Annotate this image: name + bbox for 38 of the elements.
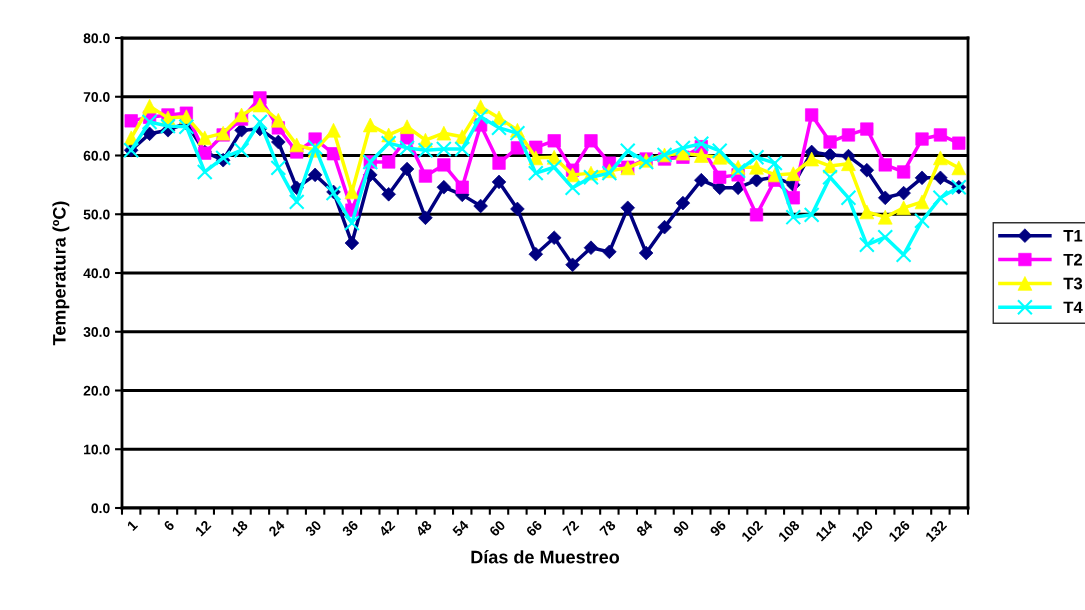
x-tick-label: 36 xyxy=(341,519,359,538)
y-tick-label: 50.0 xyxy=(83,209,110,220)
x-tick-label: 12 xyxy=(194,519,212,537)
x-tick-label: 18 xyxy=(231,519,249,537)
x-tick-label: 24 xyxy=(268,519,286,537)
x-tick-label: 6 xyxy=(163,519,175,532)
x-tick-label: 54 xyxy=(451,519,470,537)
y-tick-label: 80.0 xyxy=(83,33,110,44)
legend-label: T2 xyxy=(1063,253,1083,266)
legend-label: T4 xyxy=(1063,301,1083,314)
x-tick-label: 48 xyxy=(414,519,433,538)
x-tick-label: 42 xyxy=(378,519,396,537)
y-tick-label: 60.0 xyxy=(83,150,110,161)
x-tick-label: 108 xyxy=(777,519,801,543)
x-tick-label: 84 xyxy=(635,519,654,537)
y-tick-label: 30.0 xyxy=(83,327,110,337)
legend-label: T3 xyxy=(1063,277,1083,290)
x-tick-label: 120 xyxy=(851,519,874,543)
x-tick-label: 96 xyxy=(709,519,727,537)
x-tick-label: 60 xyxy=(488,519,506,537)
x-tick-label: 72 xyxy=(562,519,580,537)
y-axis-title: Temperatura (ºC) xyxy=(52,201,70,346)
y-tick-label: 10.0 xyxy=(84,444,110,455)
x-tick-label: 90 xyxy=(672,519,690,537)
y-tick-label: 20.0 xyxy=(83,385,110,396)
x-tick-label: 78 xyxy=(599,519,617,537)
y-tick-label: 70.0 xyxy=(83,92,110,102)
y-tick-label: 0.0 xyxy=(91,503,110,514)
x-tick-label: 114 xyxy=(815,519,838,542)
x-tick-label: 102 xyxy=(740,519,764,543)
y-tick-label: 40.0 xyxy=(83,268,110,279)
x-tick-label: 132 xyxy=(924,519,948,543)
x-tick-label: 126 xyxy=(888,519,911,543)
x-tick-label: 1 xyxy=(126,519,139,532)
legend-label: T1 xyxy=(1063,230,1083,242)
x-tick-label: 66 xyxy=(525,519,543,537)
x-axis-title: Días de Muestreo xyxy=(471,550,620,564)
x-tick-label: 30 xyxy=(304,519,322,538)
